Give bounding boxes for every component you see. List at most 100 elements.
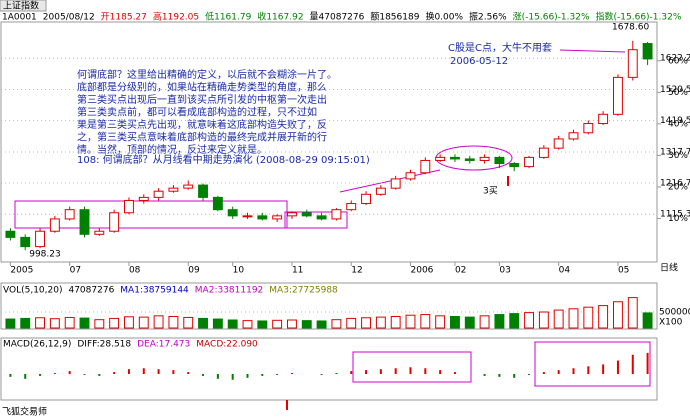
candle-body xyxy=(450,156,460,160)
volume-bar xyxy=(627,297,638,329)
header-item: DEA:17.473 xyxy=(137,340,190,350)
volume-bar xyxy=(420,314,431,329)
volume-bar xyxy=(198,317,208,329)
y-tick-label: 1419.5 xyxy=(660,116,690,126)
header-item: 47087276 xyxy=(68,286,114,296)
header-item: MACD:22.090 xyxy=(196,340,258,350)
x-tick-label: 04 xyxy=(559,266,571,276)
volume-bar xyxy=(450,315,460,329)
header-item: VOL(5,10,20) xyxy=(3,286,62,296)
candle-body xyxy=(109,212,120,232)
volume-bar xyxy=(168,315,179,329)
candle-body xyxy=(35,230,45,248)
header-item: 振2.56% xyxy=(469,11,507,23)
box xyxy=(284,211,348,229)
header-item: 指数(-15.66)-1.32% xyxy=(596,11,682,23)
tab[interactable] xyxy=(0,0,47,12)
candle-body xyxy=(5,230,16,238)
candle-body xyxy=(464,158,475,161)
note-date: 2006-05-12 xyxy=(450,56,508,67)
y2-tick-label: 60% xyxy=(668,56,688,66)
volume-bar xyxy=(79,317,90,329)
volume-bar xyxy=(375,316,386,329)
volume-bar xyxy=(598,305,609,329)
y2-tick-label: 40% xyxy=(668,119,688,129)
volume-bar xyxy=(64,316,75,329)
headline: 108: 何谓底部？从月线看中期走势演化 (2008-08-29 09:15:0… xyxy=(77,153,370,166)
candle-body xyxy=(627,49,638,78)
header-item: 低1161.79 xyxy=(205,11,251,23)
y-tick-label: 1520.5 xyxy=(660,85,690,95)
candle-body xyxy=(64,209,75,220)
y2-tick-label: 50% xyxy=(668,88,688,98)
volume-bar xyxy=(153,315,164,329)
candle-body xyxy=(435,156,446,161)
box xyxy=(14,200,288,229)
low-label: 998.23 xyxy=(29,250,61,260)
y-tick-label: 1622.2 xyxy=(660,54,690,64)
x-tick-label: 12 xyxy=(351,266,362,276)
header-item: 1A0001 xyxy=(2,13,37,23)
box xyxy=(534,341,651,387)
candle-body xyxy=(94,230,105,235)
candle-body xyxy=(212,196,223,211)
x-tick-label: 07 xyxy=(70,266,81,276)
volume-bar xyxy=(49,318,60,329)
volume-bar xyxy=(257,320,268,329)
tab-title[interactable]: 上证指数 xyxy=(3,0,39,12)
volume-bar xyxy=(272,319,283,329)
volume-bar xyxy=(390,315,401,329)
macd-panel xyxy=(0,337,658,401)
header-item: DIFF:28.518 xyxy=(77,340,131,350)
y-tick-label: 1115.3 xyxy=(660,210,690,220)
volume-bar xyxy=(331,319,342,329)
volume-bar xyxy=(227,319,238,329)
y-tick-label: 1317.7 xyxy=(660,147,690,157)
volume-panel xyxy=(0,282,658,330)
volume-bar xyxy=(20,317,31,329)
x-tick-label: 11 xyxy=(292,266,303,276)
volume-bar xyxy=(361,317,371,329)
paragraph-line: 第三类买点出现后一直到该买点所引发的中枢第一次走出 xyxy=(77,93,327,106)
paragraph-line: 之，第三类买点意味着底部构造的最终完成并展开新的行 xyxy=(77,131,327,144)
volume-bar xyxy=(568,308,579,329)
period-label: 日线 xyxy=(660,262,678,274)
header-item: 2005/08/12 xyxy=(43,13,95,23)
candle-body xyxy=(479,156,490,161)
y2-tick-label: 20% xyxy=(668,182,688,192)
candle-body xyxy=(568,132,579,140)
candle-body xyxy=(598,113,609,125)
volume-bar xyxy=(138,316,149,329)
x-tick-label: 2005 xyxy=(10,266,33,276)
header-item: 额1856189 xyxy=(370,11,419,23)
x-tick-label: 03 xyxy=(499,266,510,276)
volume-bar xyxy=(405,314,416,329)
candle-body xyxy=(272,215,283,220)
header-item: 收1167.92 xyxy=(257,11,303,23)
y2-tick-label: 30% xyxy=(668,151,688,161)
volume-bar xyxy=(435,315,446,329)
note: C股是C点，大牛不用套 xyxy=(448,41,552,54)
x-tick-label: 10 xyxy=(233,266,245,276)
volume-bar xyxy=(316,320,327,329)
candle-body xyxy=(390,178,401,189)
candle-body xyxy=(494,156,505,165)
candle-body xyxy=(509,163,520,168)
footer: 飞狐交易师 xyxy=(2,406,47,418)
volume-bar xyxy=(301,320,312,329)
volume-bar xyxy=(183,316,194,329)
candle-body xyxy=(198,184,208,198)
candle-body xyxy=(287,212,297,217)
volume-bar xyxy=(346,317,357,329)
header-item: MACD(26,12,9) xyxy=(3,340,71,350)
volume-bar xyxy=(479,315,490,329)
paragraph-line: 果是第三类买点先出现，就意味着这底部构造失败了，反 xyxy=(77,118,327,131)
candle-body xyxy=(153,190,164,198)
y2-tick-label: 10% xyxy=(668,214,688,224)
candle-body xyxy=(227,209,238,217)
volume-bar xyxy=(5,318,16,329)
candle-body xyxy=(257,215,268,220)
paragraph-line: 情。当然，顶部的情况，反过来定义就是。 xyxy=(77,143,267,156)
paragraph-line: 底部都是分级别的，如果站在精确走势类型的角度，那么 xyxy=(77,81,327,94)
